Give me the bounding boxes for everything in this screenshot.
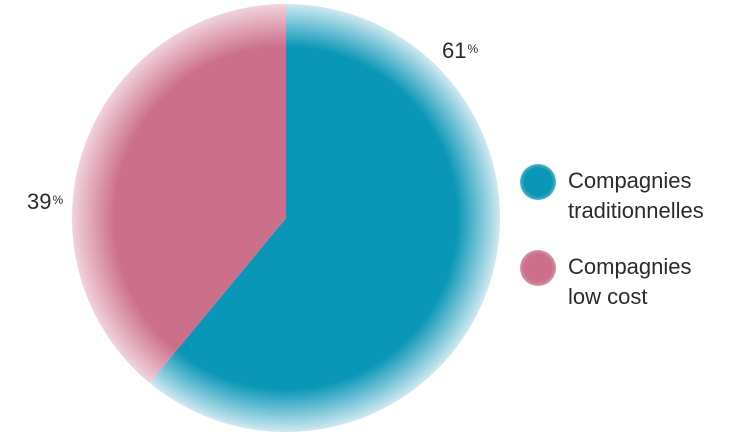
legend-label-line: Compagnies: [568, 168, 692, 193]
legend-item-low-cost: Compagnies low cost: [520, 250, 732, 336]
legend-label-line: Compagnies: [568, 254, 692, 279]
pie-slice-compagnies-traditionnelles: [149, 4, 500, 433]
slice-value-label-low-cost: 39%: [27, 189, 64, 214]
legend-label-line: low cost: [568, 284, 648, 309]
legend-label-low-cost: Compagnies low cost: [568, 252, 732, 312]
legend-swatch-low-cost: [520, 250, 556, 286]
pie-slice-compagnies-low-cost: [71, 4, 286, 383]
slice-value-label-traditionnelles: 61%: [442, 38, 479, 63]
legend-label-traditionnelles: Compagnies traditionnelles: [568, 166, 732, 226]
legend-swatch-traditionnelles: [520, 164, 556, 200]
chart-legend: Compagnies traditionnelles Compagnies lo…: [520, 164, 732, 336]
legend-item-traditionnelles: Compagnies traditionnelles: [520, 164, 732, 250]
legend-label-line: traditionnelles: [568, 198, 704, 223]
